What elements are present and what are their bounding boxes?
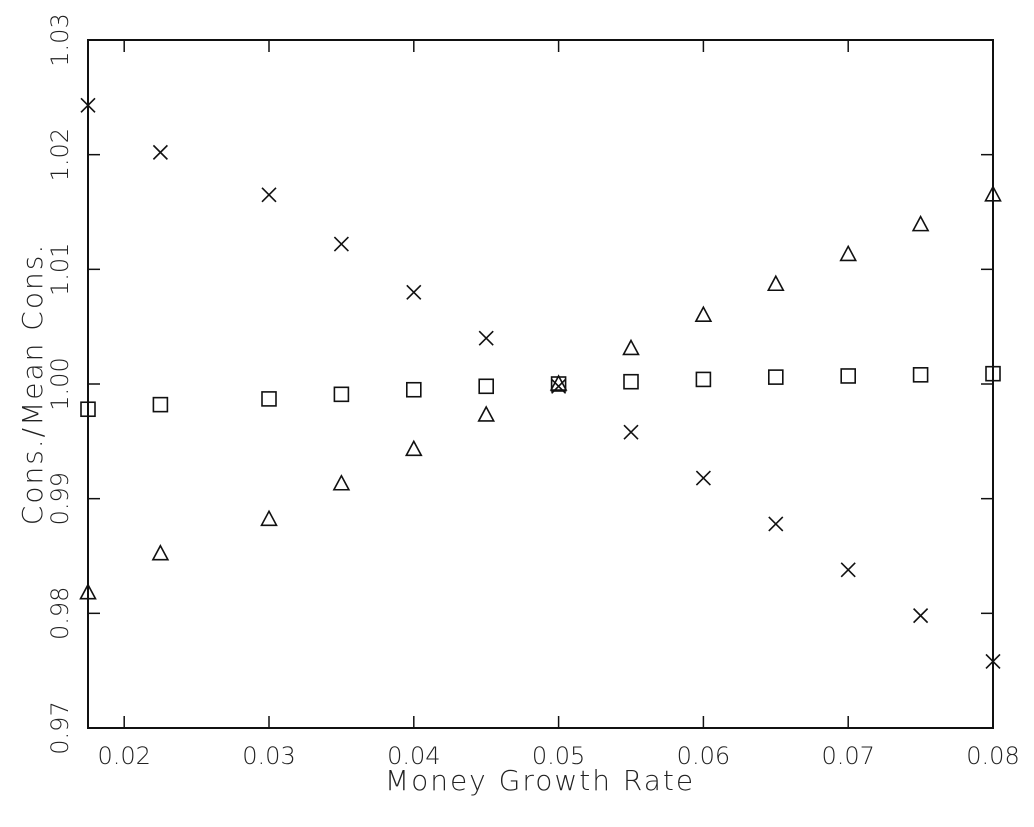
triangle-point: [622, 338, 640, 356]
triangle-point: [332, 474, 351, 491]
x-tick-label: 0.02: [97, 742, 150, 770]
triangle-point: [79, 582, 97, 600]
y-tick-label: 0.98: [46, 587, 74, 640]
square-point: [695, 371, 712, 388]
cross-point: [913, 608, 929, 624]
x-tick-label: 0.05: [532, 742, 585, 770]
triangle-point: [151, 544, 170, 561]
x-tick-label: 0.06: [677, 742, 730, 770]
cross-point: [80, 97, 96, 113]
cross-point: [623, 424, 639, 440]
square-point: [767, 369, 784, 385]
y-axis-label: Cons./Mean Cons.: [16, 243, 49, 525]
cross-point: [840, 562, 856, 578]
square-point: [912, 367, 929, 383]
x-tick-label: 0.07: [821, 742, 874, 770]
triangle-point: [260, 509, 278, 527]
cross-point: [768, 516, 784, 532]
y-tick-label: 0.97: [46, 701, 74, 754]
cross-point: [406, 284, 422, 300]
cross-point: [261, 187, 277, 203]
triangle-point: [477, 405, 496, 422]
cross-point: [695, 470, 711, 486]
y-tick-label: 1.03: [46, 13, 74, 66]
x-tick-label: 0.04: [387, 742, 440, 770]
triangle-point: [911, 214, 930, 232]
triangle-point: [694, 305, 713, 322]
square-point: [261, 391, 277, 407]
square-point: [840, 368, 857, 384]
axis-ticks: [88, 39, 994, 729]
x-tick-label: 0.08: [966, 742, 1019, 770]
y-tick-label: 1.01: [46, 243, 74, 296]
cross-point: [152, 144, 168, 160]
cross-point: [333, 236, 349, 252]
triangle-point: [549, 374, 568, 391]
y-tick-label: 1.00: [46, 357, 74, 410]
x-tick-label: 0.03: [242, 742, 295, 770]
triangle-point: [984, 185, 1002, 202]
triangle-point: [839, 244, 858, 262]
plot-frame: [87, 39, 994, 729]
triangle-point: [766, 274, 785, 292]
y-tick-labels: 0.97 0.98 0.99 1.00 1.01 1.02 1.03: [46, 13, 74, 754]
cross-point: [985, 653, 1001, 670]
square-point: [623, 373, 639, 390]
square-point: [152, 396, 169, 413]
square-point: [333, 386, 350, 403]
x-tick-labels: 0.02 0.03 0.04 0.05 0.06 0.07 0.08: [97, 742, 1019, 770]
cross-point: [478, 330, 494, 346]
y-tick-label: 1.02: [46, 128, 74, 181]
square-point: [405, 381, 422, 398]
square-point: [985, 365, 1001, 382]
triangle-point: [404, 439, 423, 457]
x-axis-label: Money Growth Rate: [385, 764, 695, 797]
square-point: [80, 401, 96, 418]
square-point: [478, 378, 495, 395]
y-tick-label: 0.99: [46, 472, 74, 525]
data-points: [79, 97, 1002, 670]
